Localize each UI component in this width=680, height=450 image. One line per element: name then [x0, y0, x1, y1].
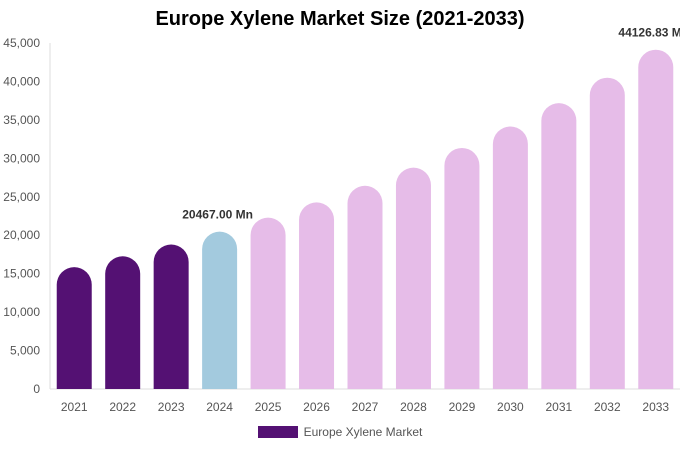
legend-label: Europe Xylene Market [303, 425, 423, 439]
y-tick-label: 25,000 [3, 190, 40, 204]
data-label: 44126.83 Mn [618, 26, 680, 40]
y-tick-label: 35,000 [3, 113, 40, 127]
x-tick-label: 2021 [61, 400, 88, 414]
y-tick-label: 0 [33, 382, 40, 396]
x-tick-label: 2033 [642, 400, 669, 414]
x-tick-label: 2028 [400, 400, 427, 414]
x-tick-label: 2027 [352, 400, 379, 414]
legend-swatch [257, 426, 298, 438]
y-tick-label: 30,000 [3, 151, 40, 165]
x-tick-label: 2022 [109, 400, 136, 414]
data-label: 20467.00 Mn [182, 208, 253, 222]
x-tick-label: 2029 [449, 400, 476, 414]
x-tick-label: 2031 [545, 400, 572, 414]
x-tick-label: 2032 [594, 400, 621, 414]
bar-2022 [105, 256, 141, 389]
bar-2028 [395, 167, 431, 389]
y-tick-label: 40,000 [3, 74, 40, 88]
bar-2026 [299, 202, 335, 389]
y-tick-label: 5,000 [10, 344, 40, 358]
y-tick-label: 45,000 [3, 36, 40, 50]
y-tick-label: 20,000 [3, 228, 40, 242]
bar-2031 [541, 103, 577, 389]
bar-2023 [153, 244, 189, 389]
x-tick-label: 2023 [158, 400, 185, 414]
bar-2030 [492, 126, 528, 389]
bar-2021 [56, 267, 92, 389]
y-tick-label: 15,000 [3, 267, 40, 281]
x-tick-label: 2026 [303, 400, 330, 414]
bar-2033 [638, 49, 674, 389]
x-tick-label: 2025 [255, 400, 282, 414]
bar-2029 [444, 147, 480, 389]
bar-2024 [202, 231, 238, 389]
x-tick-label: 2030 [497, 400, 524, 414]
chart-title: Europe Xylene Market Size (2021-2033) [155, 8, 525, 30]
bar-2027 [347, 185, 383, 389]
x-tick-label: 2024 [206, 400, 233, 414]
legend: Europe Xylene Market [0, 425, 680, 439]
bar-2032 [589, 77, 625, 389]
bar-2025 [250, 217, 286, 389]
y-tick-label: 10,000 [3, 305, 40, 319]
